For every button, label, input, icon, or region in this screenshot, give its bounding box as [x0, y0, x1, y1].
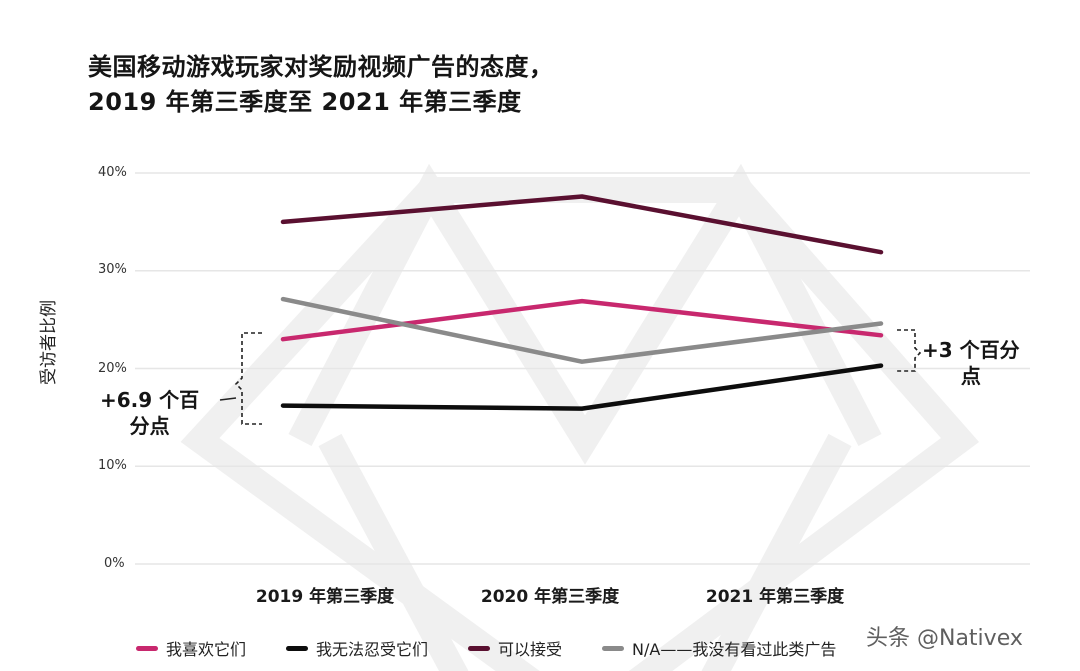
right-annotation-line1: +3 个百分 — [922, 338, 1020, 362]
y-tick-40: 40% — [98, 165, 127, 180]
x-tick-2021: 2021 年第三季度 — [705, 587, 845, 607]
chart-title-line2: 2019 年第三季度至 2021 年第三季度 — [88, 88, 522, 116]
series-line-0 — [280, 298, 884, 342]
legend: 我喜欢它们 我无法忍受它们 可以接受 N/A——我没有看过此类广告 — [136, 636, 876, 660]
legend-label-na: N/A——我没有看过此类广告 — [632, 640, 837, 659]
x-tick-2019: 2019 年第三季度 — [255, 587, 395, 607]
y-tick-20: 20% — [98, 361, 127, 376]
legend-swatch-acceptable — [468, 645, 491, 651]
chart-title-line1: 美国移动游戏玩家对奖励视频广告的态度， — [88, 53, 554, 81]
y-tick-10: 10% — [98, 458, 127, 473]
left-annotation: +6.9 个百 分点 — [100, 387, 199, 439]
right-annotation-line2: 点 — [960, 364, 981, 388]
y-axis-label: 受访者比例 — [39, 300, 59, 385]
legend-swatch-na — [602, 645, 625, 651]
series-lines — [280, 194, 884, 411]
legend-label-cannot-stand: 我无法忍受它们 — [316, 640, 429, 659]
y-tick-30: 30% — [98, 262, 127, 277]
chart-title: 美国移动游戏玩家对奖励视频广告的态度， 2019 年第三季度至 2021 年第三… — [88, 50, 554, 120]
legend-item-na: N/A——我没有看过此类广告 — [602, 636, 836, 660]
x-tick-2020: 2020 年第三季度 — [480, 587, 620, 607]
left-annotation-line1: +6.9 个百 — [100, 388, 200, 412]
legend-swatch-cannot-stand — [286, 645, 309, 651]
left-annotation-line2: 分点 — [129, 414, 170, 438]
right-bracket — [897, 329, 922, 372]
right-annotation: +3 个百分 点 — [922, 337, 1020, 389]
series-line-3 — [280, 296, 884, 364]
series-line-1 — [280, 363, 884, 411]
legend-item-acceptable: 可以接受 — [468, 636, 562, 660]
legend-item-like: 我喜欢它们 — [136, 636, 246, 660]
legend-swatch-like — [136, 645, 158, 651]
y-tick-0: 0% — [104, 556, 125, 571]
left-bracket — [219, 332, 262, 425]
gridlines — [135, 172, 1030, 565]
legend-label-like: 我喜欢它们 — [166, 640, 247, 659]
series-line-2 — [280, 194, 884, 255]
background-diamond-watermark — [180, 163, 980, 671]
legend-label-acceptable: 可以接受 — [498, 640, 563, 659]
watermark-text: 头条 @Nativex — [866, 626, 1023, 651]
legend-item-cannot-stand: 我无法忍受它们 — [286, 636, 428, 660]
